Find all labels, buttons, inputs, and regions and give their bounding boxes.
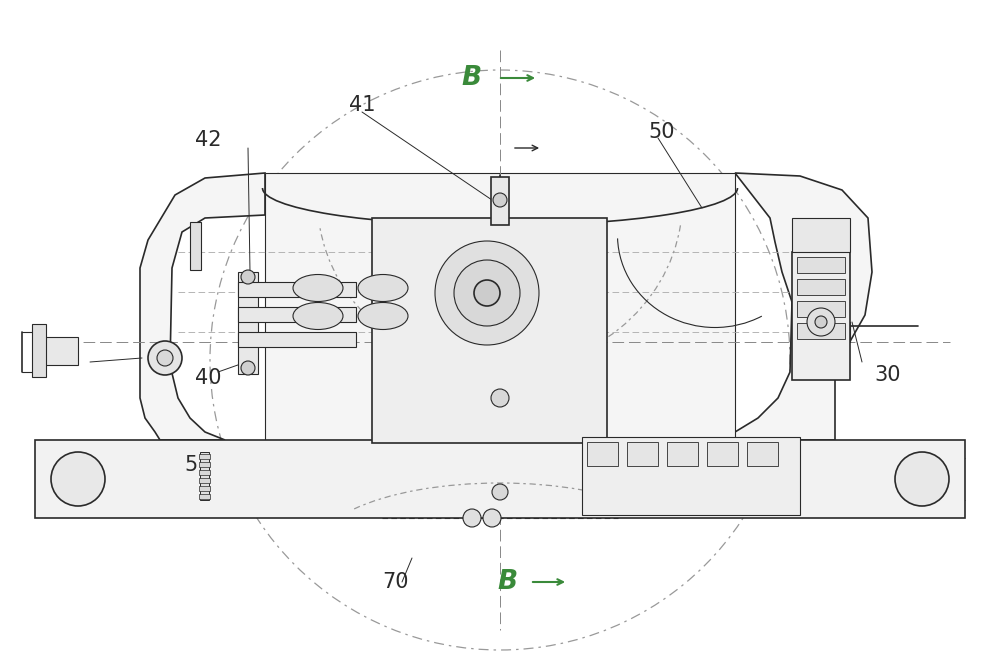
Circle shape — [51, 452, 105, 506]
Circle shape — [815, 316, 827, 328]
Text: 50: 50 — [649, 122, 675, 142]
Text: 42: 42 — [195, 130, 221, 150]
Circle shape — [241, 270, 255, 284]
Circle shape — [148, 341, 182, 375]
Circle shape — [807, 308, 835, 336]
Text: 30: 30 — [875, 365, 901, 385]
Bar — [199, 494, 210, 499]
Polygon shape — [265, 173, 735, 440]
Bar — [238, 272, 258, 374]
Bar — [707, 442, 738, 466]
Text: 80: 80 — [55, 345, 81, 365]
Bar — [199, 478, 210, 483]
Bar — [200, 452, 209, 500]
Bar — [582, 437, 800, 515]
Bar — [190, 222, 201, 270]
Circle shape — [483, 509, 501, 527]
Circle shape — [157, 350, 173, 366]
Bar — [238, 282, 356, 297]
Text: 40: 40 — [195, 368, 221, 388]
Circle shape — [491, 389, 509, 407]
Bar — [32, 324, 46, 377]
Bar — [792, 252, 850, 380]
Circle shape — [895, 452, 949, 506]
Bar — [797, 301, 845, 317]
Text: 70: 70 — [382, 572, 408, 592]
Bar — [238, 332, 356, 347]
Bar — [199, 462, 210, 467]
Circle shape — [493, 193, 507, 207]
Ellipse shape — [358, 302, 408, 329]
Text: 41: 41 — [349, 95, 375, 115]
Bar — [40, 337, 78, 365]
Polygon shape — [140, 173, 265, 440]
Bar — [199, 486, 210, 491]
Circle shape — [454, 260, 520, 326]
Bar — [747, 442, 778, 466]
Circle shape — [492, 484, 508, 500]
Ellipse shape — [293, 275, 343, 302]
Circle shape — [241, 361, 255, 375]
Bar — [797, 279, 845, 295]
Bar — [199, 470, 210, 475]
Circle shape — [474, 280, 500, 306]
Bar — [797, 257, 845, 273]
Bar — [797, 323, 845, 339]
Circle shape — [463, 509, 481, 527]
Bar — [199, 454, 210, 459]
Polygon shape — [735, 173, 872, 440]
Text: B: B — [462, 65, 482, 91]
Bar — [372, 218, 607, 443]
Circle shape — [435, 241, 539, 345]
Bar — [627, 442, 658, 466]
Bar — [35, 440, 965, 518]
Ellipse shape — [358, 275, 408, 302]
Bar — [792, 218, 850, 252]
Text: B: B — [498, 569, 518, 595]
Ellipse shape — [293, 302, 343, 329]
Bar — [238, 307, 356, 322]
Bar — [587, 442, 618, 466]
Bar — [491, 177, 509, 225]
Bar — [667, 442, 698, 466]
Text: 51: 51 — [185, 455, 211, 475]
